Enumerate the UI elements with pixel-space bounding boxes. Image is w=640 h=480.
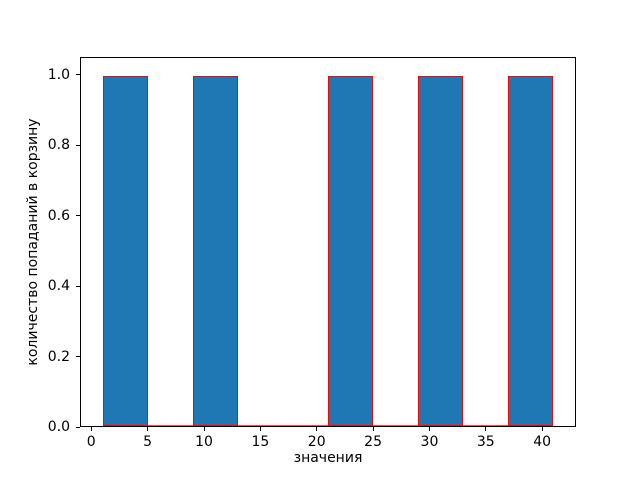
y-tick-label: 0.8 <box>47 137 70 154</box>
x-tick-mark <box>372 427 374 431</box>
x-tick-label: 10 <box>195 434 213 450</box>
y-tick-mark <box>76 74 80 76</box>
x-tick-mark <box>541 427 543 431</box>
x-tick-mark <box>147 427 149 431</box>
x-axis-ticks: 0 5 10 15 20 25 30 35 40 <box>80 427 576 467</box>
histogram-bar <box>193 75 239 426</box>
y-tick-mark <box>76 144 80 146</box>
y-tick-label: 0.2 <box>47 348 70 365</box>
y-tick-mark <box>76 215 80 217</box>
x-tick-label: 30 <box>420 434 439 450</box>
y-tick-mark <box>76 356 80 358</box>
y-axis-ticks: 0.0 0.2 0.4 0.6 0.8 1.0 <box>0 57 80 434</box>
y-tick-label: 1.0 <box>47 66 70 83</box>
x-tick-mark <box>316 427 318 431</box>
x-axis-label: значения <box>293 450 363 466</box>
x-tick-label: 25 <box>364 434 382 450</box>
x-tick-mark <box>203 427 205 431</box>
y-tick-mark <box>76 426 80 428</box>
y-tick-label: 0.0 <box>47 419 70 435</box>
histogram-bar <box>417 75 463 426</box>
x-tick-mark <box>428 427 430 431</box>
y-tick-mark <box>76 285 80 287</box>
y-tick-label: 0.6 <box>47 207 70 224</box>
x-tick-label: 5 <box>143 434 153 450</box>
bars-layer <box>81 58 575 426</box>
x-tick-label: 0 <box>86 434 96 450</box>
x-tick-mark <box>259 427 261 431</box>
x-tick-label: 35 <box>476 434 495 450</box>
x-tick-mark <box>485 427 487 431</box>
histogram-bar <box>507 75 553 426</box>
x-tick-label: 40 <box>533 434 552 450</box>
histogram-bar <box>328 75 373 426</box>
y-tick-label: 0.4 <box>47 278 70 295</box>
histogram-bar <box>103 75 149 426</box>
zero-count-baseline <box>103 425 553 426</box>
x-tick-label: 20 <box>307 434 326 450</box>
x-tick-mark <box>90 427 92 431</box>
plot-area <box>80 57 576 427</box>
x-tick-label: 15 <box>251 434 270 450</box>
